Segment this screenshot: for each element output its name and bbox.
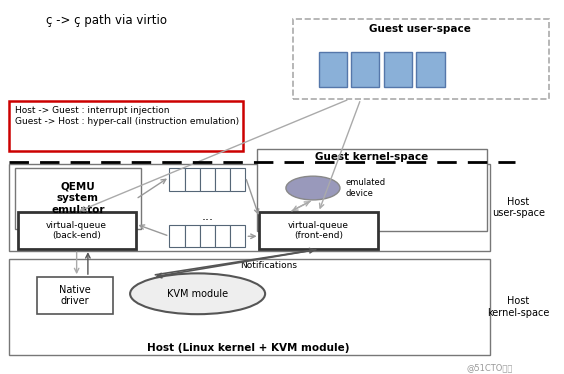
Text: @51CTO博客: @51CTO博客 — [467, 364, 513, 373]
Text: Host (Linux kernel + KVM module): Host (Linux kernel + KVM module) — [147, 343, 350, 353]
Text: Native
driver: Native driver — [59, 285, 91, 306]
Text: ...: ... — [201, 210, 213, 223]
Bar — [9, 164, 490, 251]
Bar — [230, 225, 245, 248]
Bar — [384, 52, 412, 87]
Text: Guest kernel-space: Guest kernel-space — [315, 152, 429, 162]
Bar — [293, 19, 549, 99]
Text: virtual-queue
(front-end): virtual-queue (front-end) — [288, 221, 349, 240]
Bar — [184, 168, 200, 191]
Bar — [37, 277, 113, 314]
Bar — [9, 258, 490, 355]
Bar — [169, 225, 184, 248]
Text: Guest user-space: Guest user-space — [369, 24, 471, 34]
Bar — [9, 101, 243, 151]
Bar — [257, 149, 487, 231]
Text: KVM module: KVM module — [167, 289, 228, 299]
Bar — [200, 168, 215, 191]
Bar — [17, 212, 136, 249]
Bar — [319, 52, 347, 87]
Text: Notifications: Notifications — [240, 261, 297, 270]
Bar — [259, 212, 378, 249]
Text: Host
kernel-space: Host kernel-space — [487, 296, 549, 318]
Text: Host -> Guest : interrupt injection
Guest -> Host : hyper-call (instruction emul: Host -> Guest : interrupt injection Gues… — [15, 107, 239, 126]
Bar — [416, 52, 444, 87]
Bar — [169, 168, 184, 191]
Bar — [200, 225, 215, 248]
Bar — [351, 52, 380, 87]
Text: emulated
device: emulated device — [345, 178, 385, 198]
Bar — [184, 225, 200, 248]
Ellipse shape — [130, 273, 265, 314]
Text: Host
user-space: Host user-space — [492, 196, 545, 218]
Ellipse shape — [286, 176, 340, 200]
Bar — [215, 225, 230, 248]
Bar — [230, 168, 245, 191]
Bar — [215, 168, 230, 191]
Text: QEMU
system
emulator: QEMU system emulator — [51, 181, 104, 215]
Bar — [15, 168, 142, 229]
Text: virtual-queue
(back-end): virtual-queue (back-end) — [46, 221, 107, 240]
Text: ç -> ç path via virtio: ç -> ç path via virtio — [46, 14, 167, 27]
